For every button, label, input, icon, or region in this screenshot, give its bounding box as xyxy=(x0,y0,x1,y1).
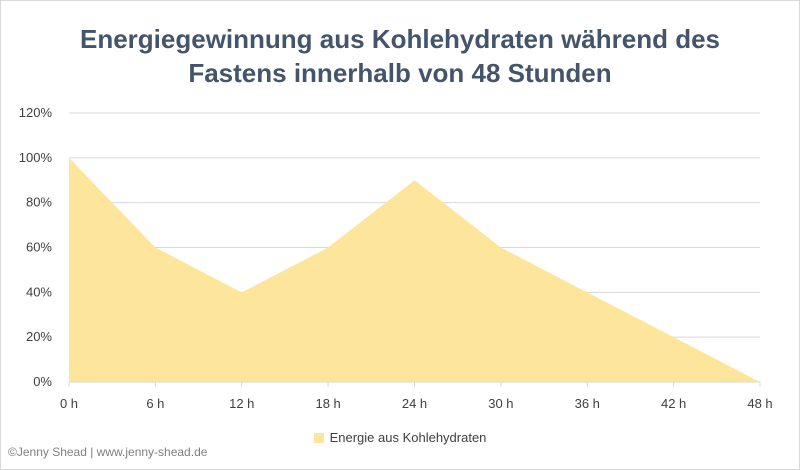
x-tick-label: 36 h xyxy=(575,396,600,411)
chart-title: Energiegewinnung aus Kohlehydraten währe… xyxy=(0,22,800,90)
chart-title-line-1: Energiegewinnung aus Kohlehydraten währe… xyxy=(80,24,720,54)
x-tick-label: 42 h xyxy=(661,396,686,411)
legend-label: Energie aus Kohlehydraten xyxy=(329,430,487,445)
copyright-credit: ©Jenny Shead | www.jenny-shead.de xyxy=(8,445,208,459)
x-tick-label: 18 h xyxy=(315,396,340,411)
x-tick-label: 24 h xyxy=(402,396,427,411)
legend-swatch xyxy=(313,432,324,443)
y-tick-label: 100% xyxy=(19,150,53,165)
chart-legend: Energie aus Kohlehydraten xyxy=(0,430,800,445)
y-tick-label: 80% xyxy=(26,195,52,210)
x-tick-label: 6 h xyxy=(146,396,164,411)
chart-title-line-2: Fastens innerhalb von 48 Stunden xyxy=(188,58,612,88)
y-tick-label: 0% xyxy=(33,374,52,389)
x-tick-label: 0 h xyxy=(60,396,78,411)
x-tick-label: 30 h xyxy=(488,396,513,411)
y-tick-label: 120% xyxy=(19,105,53,120)
x-tick-label: 48 h xyxy=(747,396,772,411)
area-series xyxy=(69,157,760,382)
x-tick-label: 12 h xyxy=(229,396,254,411)
y-tick-label: 20% xyxy=(26,329,52,344)
y-tick-label: 60% xyxy=(26,240,52,255)
y-tick-label: 40% xyxy=(26,284,52,299)
